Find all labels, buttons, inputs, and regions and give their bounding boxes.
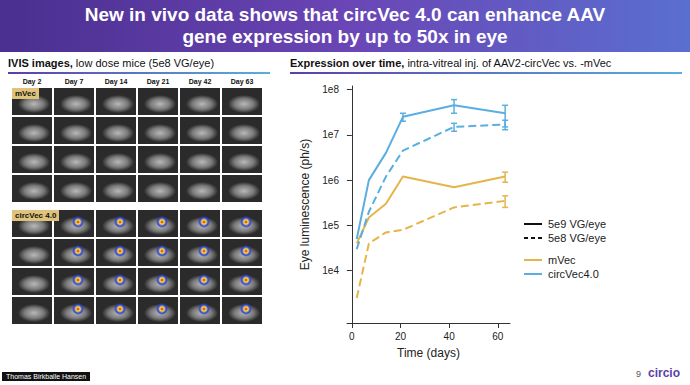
html-text:circio: circio [648,366,680,380]
svg-text:Time (days): Time (days) [397,346,460,360]
html-text:Day 2: Day 2 [22,78,42,85]
html-text:Day 14: Day 14 [104,78,128,85]
html-text:IVIS images, low dose mice (5e: IVIS images, low dose mice (5e8 VG/eye) [8,57,214,69]
html-text:Day 7: Day 7 [64,78,84,85]
html-text:Day 63: Day 63 [230,78,254,85]
svg-text:1e7: 1e7 [322,129,339,140]
svg-text:40: 40 [444,331,456,342]
svg-text:1e4: 1e4 [322,265,339,276]
svg-text:5e8 VG/eye: 5e8 VG/eye [548,232,606,244]
svg-text:mVec: mVec [548,254,576,266]
svg-text:1e5: 1e5 [322,220,339,231]
html-text:circVec 4.0: circVec 4.0 [15,211,57,220]
svg-text:circVec4.0: circVec4.0 [548,268,599,280]
svg-text:1e6: 1e6 [322,175,339,186]
svg-text:1e8: 1e8 [322,84,339,95]
html-text:Expression over time, intra-vi: Expression over time, intra-vitreal inj.… [290,57,612,69]
svg-text:5e9 VG/eye: 5e9 VG/eye [548,218,606,230]
html-text:Day 42: Day 42 [188,78,212,85]
svg-text:20: 20 [395,331,407,342]
svg-text:60: 60 [492,331,504,342]
svg-text:0: 0 [349,331,355,342]
html-text:mVec: mVec [15,89,36,98]
svg-text:Eye luminescence (ph/s): Eye luminescence (ph/s) [298,139,312,270]
html-text:Day 21: Day 21 [146,78,170,85]
html-text:9: 9 [636,369,641,379]
html-text:New in vivo data shows that ci: New in vivo data shows that circVec 4.0 … [84,4,606,47]
html-text:Thomas Birkballe Hansen: Thomas Birkballe Hansen [6,373,87,380]
